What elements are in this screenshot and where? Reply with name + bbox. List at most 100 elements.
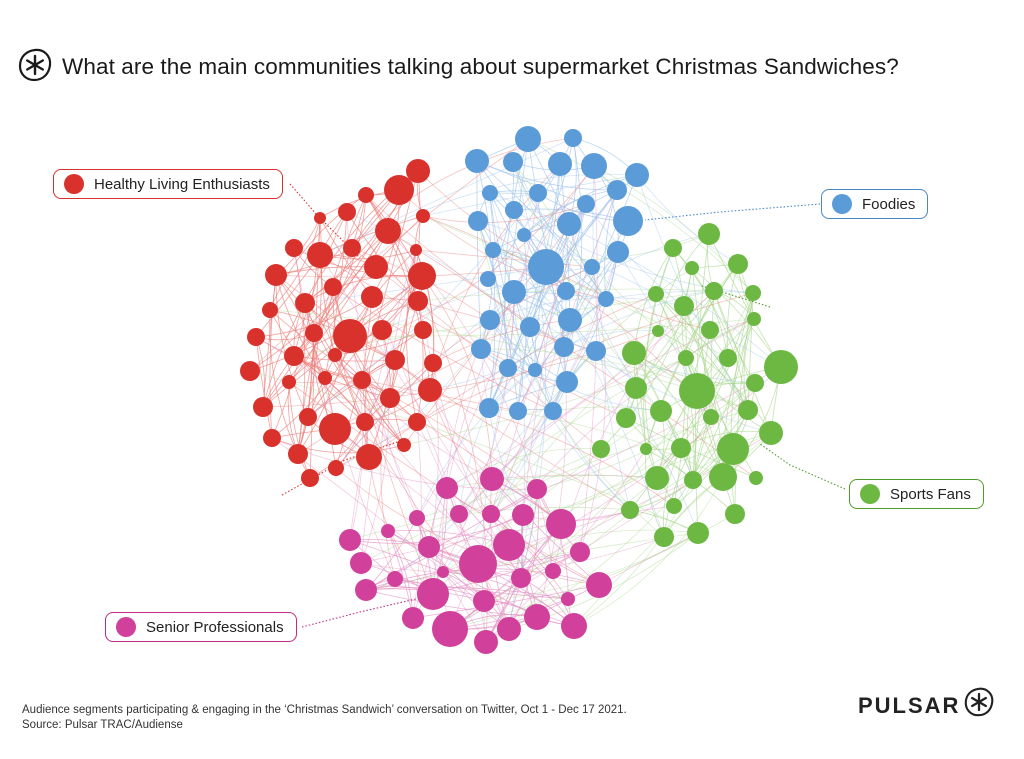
- network-edge: [573, 476, 724, 627]
- network-edge: [635, 263, 739, 389]
- network-edge: [480, 348, 749, 411]
- network-edge: [633, 352, 658, 479]
- network-edge: [633, 247, 674, 354]
- network-edge: [536, 488, 569, 600]
- healthy-node: [408, 262, 436, 290]
- sports-node: [738, 400, 758, 420]
- network-edge: [476, 160, 607, 300]
- sports-node: [746, 374, 764, 392]
- foodies-node: [558, 308, 582, 332]
- foodies-node: [528, 249, 564, 285]
- sports-node: [749, 471, 763, 485]
- sports-node: [703, 409, 719, 425]
- healthy-node: [288, 444, 308, 464]
- network-edge: [747, 292, 754, 411]
- network-edge: [293, 211, 348, 357]
- healthy-node: [416, 209, 430, 223]
- network-edge: [313, 230, 389, 334]
- sports-node: [687, 522, 709, 544]
- sports-node: [728, 254, 748, 274]
- healthy-node: [253, 397, 273, 417]
- healthy-living-enthusiasts-callout: Healthy Living Enthusiasts: [53, 169, 283, 199]
- network-edge: [269, 309, 698, 392]
- footer-caption: Audience segments participating & engagi…: [22, 703, 627, 733]
- network-edge: [458, 357, 687, 515]
- network-edge: [319, 254, 510, 546]
- network-edge: [585, 203, 782, 368]
- sports-node: [747, 312, 761, 326]
- foodies-node: [598, 291, 614, 307]
- network-edge: [591, 266, 687, 359]
- network-edge: [458, 367, 509, 515]
- network-edge: [304, 302, 337, 469]
- foodies-node: [471, 339, 491, 359]
- foodies-node: [480, 271, 496, 287]
- sports-fans-label: Sports Fans: [890, 485, 971, 503]
- network-edge: [360, 249, 417, 564]
- sports-node: [709, 463, 737, 491]
- senior-node: [418, 536, 440, 558]
- network-edge: [346, 211, 487, 643]
- senior-node: [409, 510, 425, 526]
- network-edge: [476, 160, 618, 191]
- network-edge: [708, 233, 782, 368]
- network-edge: [432, 319, 571, 364]
- foodies-node: [548, 152, 572, 176]
- sports-node: [652, 325, 664, 337]
- network-edge: [334, 428, 522, 579]
- callout-leader-line: [301, 597, 421, 628]
- network-edge: [488, 163, 561, 409]
- network-edge: [271, 437, 405, 454]
- network-edge: [491, 318, 755, 480]
- foodies-node: [482, 185, 498, 201]
- network-edge: [432, 551, 581, 595]
- sports-node: [625, 377, 647, 399]
- network-edge: [529, 163, 561, 328]
- healthy-node: [375, 218, 401, 244]
- network-edge: [416, 300, 424, 423]
- network-edge: [415, 249, 593, 268]
- network-edge: [491, 478, 600, 586]
- network-edge: [488, 138, 529, 409]
- network-edge: [569, 174, 638, 321]
- foodies-legend-dot: [832, 194, 852, 214]
- network-edge: [387, 230, 757, 479]
- network-edge: [636, 174, 749, 411]
- network-edge: [663, 416, 712, 538]
- network-edge: [364, 329, 383, 458]
- sports-node: [650, 400, 672, 422]
- healthy-node: [356, 413, 374, 431]
- network-edge: [271, 296, 373, 439]
- sports-node: [701, 321, 719, 339]
- foodies-node: [564, 129, 582, 147]
- network-edge: [487, 278, 631, 511]
- foodies-callout: Foodies: [821, 189, 929, 219]
- network-edge: [365, 586, 569, 600]
- foodies-node: [503, 152, 523, 172]
- foodies-node: [505, 201, 523, 219]
- healthy-node: [301, 469, 319, 487]
- network-edge: [262, 330, 659, 408]
- foodies-node: [465, 149, 489, 173]
- senior-node: [450, 505, 468, 523]
- network-edge: [656, 382, 756, 479]
- senior-node: [473, 590, 495, 612]
- healthy-node: [343, 239, 361, 257]
- sports-node: [684, 471, 702, 489]
- network-edge: [255, 336, 273, 439]
- senior-node: [497, 617, 521, 641]
- foodies-node: [544, 402, 562, 420]
- network-edge: [417, 300, 597, 352]
- senior-node: [436, 477, 458, 499]
- network-edge: [365, 488, 538, 591]
- network-edge: [713, 290, 756, 384]
- sports-node: [717, 433, 749, 465]
- healthy-node: [408, 291, 428, 311]
- network-edge: [604, 189, 618, 300]
- foodies-node: [515, 126, 541, 152]
- network-edge: [529, 326, 631, 511]
- foodies-node: [480, 310, 500, 330]
- network-edge: [605, 290, 754, 300]
- callout-leader-line: [759, 443, 846, 490]
- healthy-node: [319, 413, 351, 445]
